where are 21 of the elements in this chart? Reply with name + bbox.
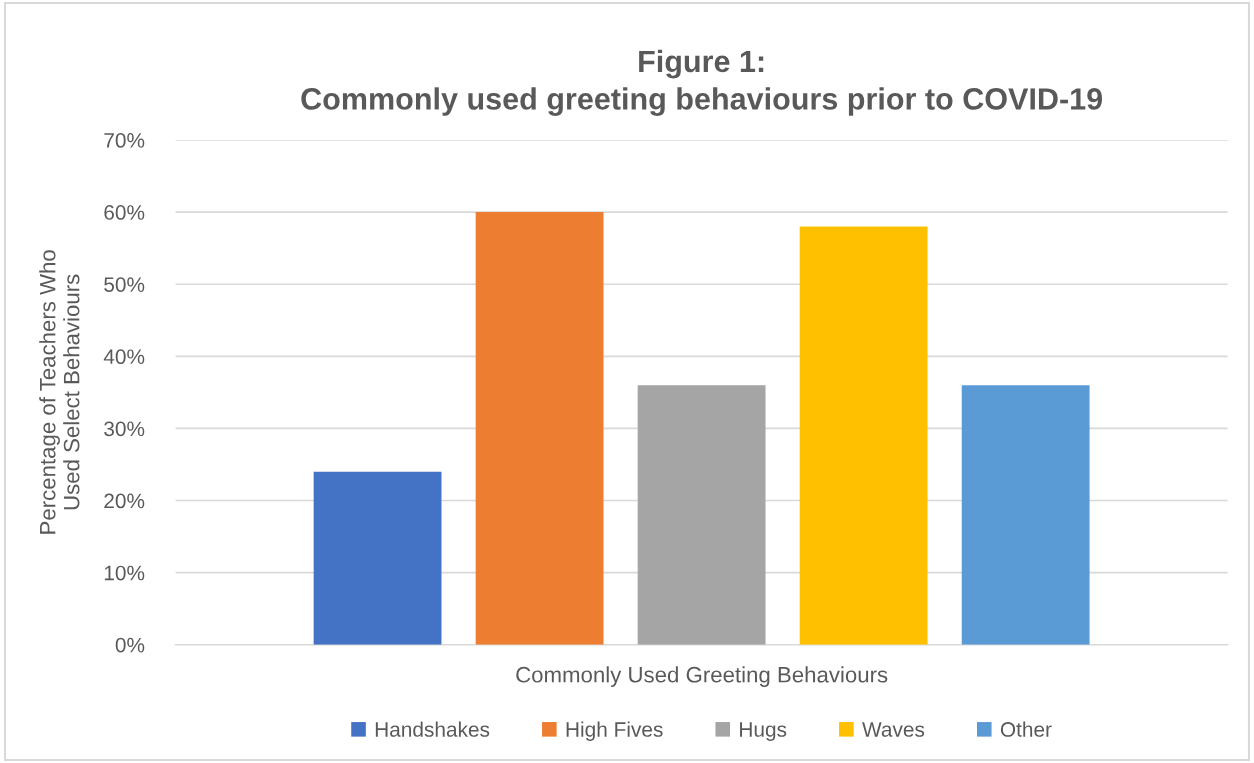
y-tick-label: 30%	[104, 421, 145, 437]
x-axis-title: Commonly Used Greeting Behaviours	[516, 666, 888, 687]
bar	[475, 212, 604, 645]
y-tick-label: 20%	[104, 493, 145, 509]
legend-label: Handshakes	[375, 721, 490, 737]
y-tick-label: 50%	[104, 277, 145, 292]
y-tick-label: 10%	[104, 565, 145, 581]
chart-title: Figure 1: Commonly used greeting behaviours prior to COVID-19	[301, 49, 1103, 116]
bar	[313, 471, 442, 645]
y-tick-label: 60%	[104, 205, 145, 220]
legend-label: Other	[1000, 721, 1052, 737]
legend-label: Waves	[862, 722, 925, 737]
bar	[961, 385, 1090, 645]
legend-label: Hugs	[740, 722, 787, 741]
bar	[799, 226, 928, 645]
y-axis-title: Percentage of Teachers Who Used Select Behaviours	[39, 250, 80, 534]
legend-label: High Fives	[566, 721, 663, 741]
y-tick-label: 70%	[104, 133, 145, 148]
y-tick-label: 40%	[103, 349, 145, 365]
bar	[637, 385, 766, 645]
y-tick-label: 0%	[115, 637, 145, 653]
